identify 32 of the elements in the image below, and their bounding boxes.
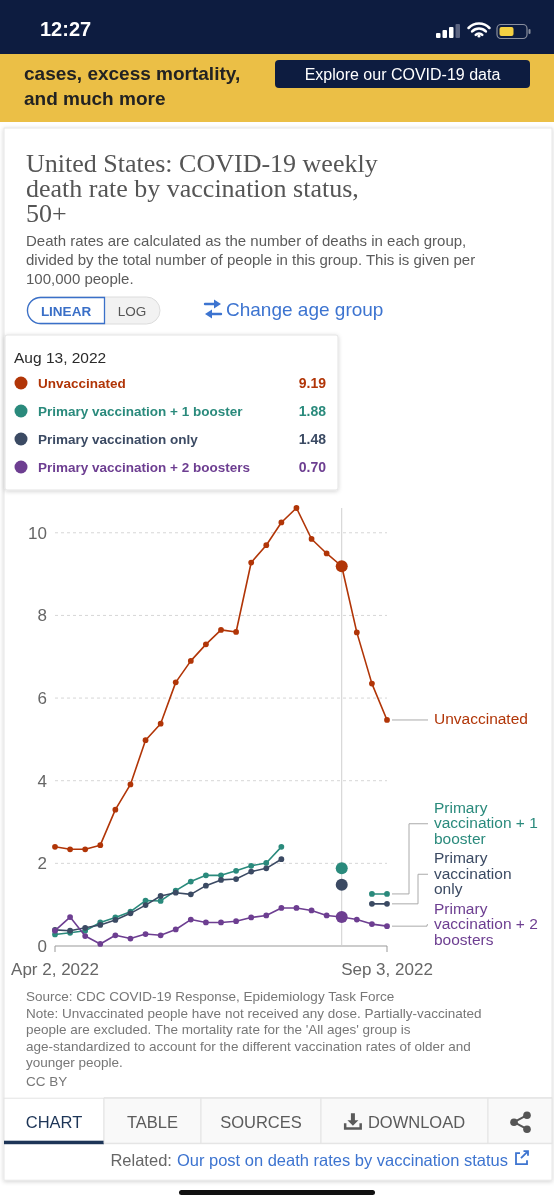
text: 1.88 <box>298 403 327 419</box>
legend-label: Primary vaccination + 1 booster <box>38 404 244 419</box>
text: Related: <box>110 1151 172 1170</box>
text: 1.48 <box>298 431 327 447</box>
text: Aug 13, 2022 <box>14 349 107 366</box>
text: 12:27 <box>40 18 92 40</box>
y-tick-label: 6 <box>37 689 47 709</box>
text: cases, excess mortality, <box>24 63 241 84</box>
text: Our post on death rates by vaccination status <box>176 1151 509 1170</box>
x-tick-label: Apr 2, 2022 <box>11 960 99 979</box>
text: Change age group <box>226 299 384 320</box>
text: CC BY <box>26 1074 68 1090</box>
legend-label: Primary vaccination only <box>38 432 199 447</box>
text: Unvaccinated <box>434 710 528 728</box>
chart-subtitle: Death rates are calculated as the number of deaths in each group, divided by the total number of people in this group. This is given per 100,000 people. <box>26 232 476 287</box>
legend-label: Unvaccinated <box>38 376 126 391</box>
text: Primary vaccination + 1 booster <box>434 798 538 847</box>
y-tick-label: 8 <box>37 606 47 626</box>
y-tick-label: 2 <box>37 854 47 874</box>
source-note: Source: CDC COVID-19 Response, Epidemiology Task Force <box>26 989 395 1004</box>
y-tick-label: 4 <box>37 771 47 791</box>
y-tick-label: 0 <box>37 936 47 956</box>
y-tick-label: 10 <box>28 523 47 543</box>
text: Primary vaccination only <box>434 849 512 897</box>
text: Note: Unvaccinated people have not received any dose. Partially-vaccinated people are excluded. The mortality rate for the 'All ages' group is age-standardized to account for the different vaccination rates of older and younger people. <box>26 1006 482 1071</box>
text: 9.19 <box>298 375 327 391</box>
x-tick-label: Sep 3, 2022 <box>341 960 433 979</box>
text: and much more <box>24 88 166 109</box>
chart-title: United States: COVID-19 weekly death rate by vaccination status, 50+ <box>26 149 378 228</box>
text: Primary vaccination + 2 boosters <box>434 899 538 948</box>
legend-label: Primary vaccination + 2 boosters <box>38 460 250 475</box>
text: 0.70 <box>298 459 327 475</box>
